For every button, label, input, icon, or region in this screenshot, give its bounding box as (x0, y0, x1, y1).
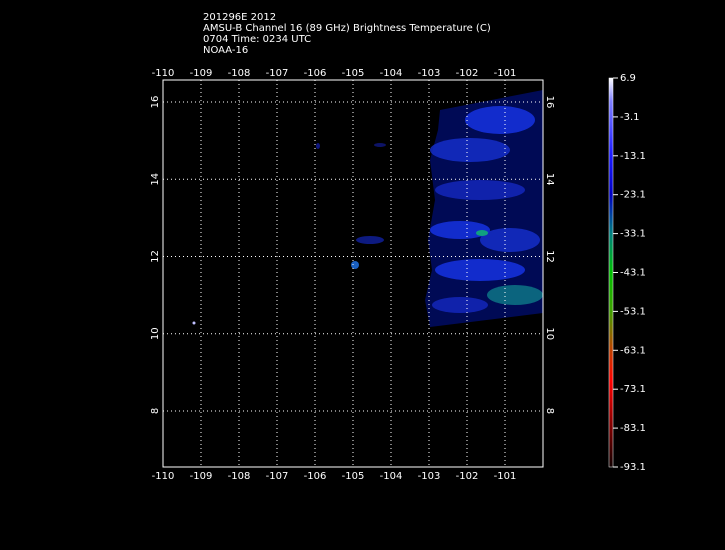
header-line: 0704 Time: 0234 UTC (203, 34, 311, 45)
lat-tick-label: 10 (544, 327, 555, 340)
lon-tick-label: -108 (228, 471, 251, 482)
colorbar-tick-label: -23.1 (620, 190, 646, 201)
lon-tick-label: -101 (494, 68, 517, 79)
lat-tick-label: 8 (150, 408, 161, 414)
colorbar-tick-label: -53.1 (620, 306, 646, 317)
colorbar-tick-label: -73.1 (620, 384, 646, 395)
lon-tick-label: -108 (228, 68, 251, 79)
lon-tick-label: -104 (380, 68, 403, 79)
lon-tick-label: -109 (190, 68, 213, 79)
lat-tick-label: 14 (544, 173, 555, 186)
lon-tick-label: -106 (304, 68, 327, 79)
colorbar-tick-label: -13.1 (620, 151, 646, 162)
lat-tick-label: 16 (544, 96, 555, 109)
lon-tick-label: -107 (266, 471, 289, 482)
colorbar-tick-label: -33.1 (620, 229, 646, 240)
header-line: 201296E 2012 (203, 12, 276, 23)
lat-tick-label: 12 (544, 250, 555, 263)
swath-image (192, 90, 543, 327)
lat-tick-label: 14 (150, 173, 161, 186)
colorbar-tick-label: -93.1 (620, 462, 646, 473)
lon-tick-label: -102 (456, 68, 479, 79)
colorbar-tick-label: -83.1 (620, 423, 646, 434)
lon-tick-label: -104 (380, 471, 403, 482)
lon-tick-label: -106 (304, 471, 327, 482)
colorbar-tick-label: -3.1 (620, 112, 640, 123)
colorbar (608, 77, 614, 468)
colorbar-tick-label: 6.9 (620, 73, 636, 84)
colorbar-tick-label: -63.1 (620, 345, 646, 356)
lat-tick-label: 8 (544, 408, 555, 414)
lon-tick-label: -103 (418, 471, 441, 482)
header-line: NOAA-16 (203, 45, 248, 56)
lat-tick-label: 10 (150, 327, 161, 340)
lon-tick-label: -110 (152, 471, 175, 482)
lon-tick-label: -107 (266, 68, 289, 79)
lat-tick-label: 16 (150, 96, 161, 109)
lon-tick-label: -105 (342, 68, 365, 79)
lat-tick-label: 12 (150, 250, 161, 263)
lon-tick-label: -110 (152, 68, 175, 79)
lon-tick-label: -101 (494, 471, 517, 482)
lon-tick-label: -102 (456, 471, 479, 482)
lon-tick-label: -105 (342, 471, 365, 482)
colorbar-tick-label: -43.1 (620, 268, 646, 279)
lon-tick-label: -103 (418, 68, 441, 79)
header-line: AMSU-B Channel 16 (89 GHz) Brightness Te… (203, 23, 491, 34)
lon-tick-label: -109 (190, 471, 213, 482)
